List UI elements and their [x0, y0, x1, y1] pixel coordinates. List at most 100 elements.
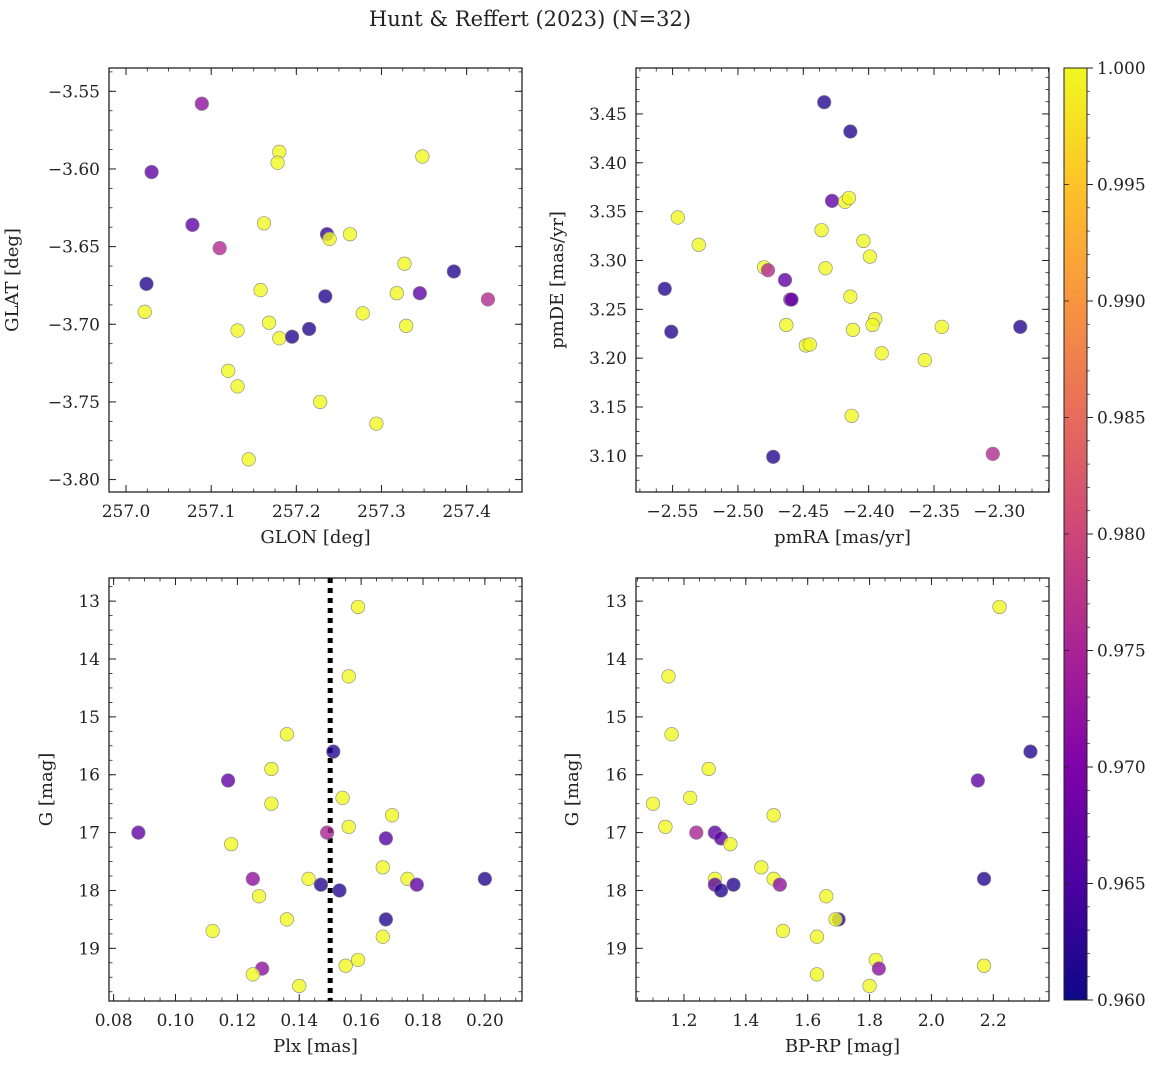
colorbar-tick-label: 0.965: [1097, 875, 1146, 895]
data-point: [389, 286, 404, 301]
y-tick-label: 16: [605, 766, 627, 786]
data-point: [713, 883, 729, 898]
data-point: [399, 318, 414, 333]
y-axis-label: pmDE [mas/yr]: [547, 211, 568, 349]
data-point: [784, 292, 799, 307]
y-tick-label: −3.80: [48, 471, 100, 491]
y-tick-label: 3.40: [589, 154, 627, 174]
data-point: [221, 363, 236, 378]
data-point: [144, 164, 159, 180]
data-point: [802, 337, 817, 352]
y-tick-label: 3.15: [589, 398, 627, 418]
data-point: [683, 790, 698, 805]
data-point: [350, 599, 366, 615]
data-point: [658, 819, 673, 834]
data-point: [313, 877, 329, 892]
data-point: [841, 190, 857, 206]
data-point: [139, 276, 154, 291]
x-tick-label: 1.2: [670, 1011, 697, 1031]
x-tick-label: 2.0: [918, 1011, 945, 1031]
y-tick-label: 3.45: [589, 105, 627, 125]
data-point: [657, 281, 672, 296]
x-axis-label: BP-RP [mag]: [785, 1036, 900, 1057]
colorbar-tick-label: 0.995: [1097, 176, 1146, 196]
y-tick-label: 18: [78, 881, 100, 901]
data-point: [779, 317, 794, 333]
data-point: [412, 286, 427, 301]
data-point: [378, 912, 393, 927]
data-point: [241, 452, 256, 467]
y-tick-label: 3.30: [589, 251, 627, 271]
colorbar-tick-label: 0.980: [1097, 525, 1146, 545]
x-tick-label: 1.6: [794, 1011, 821, 1031]
data-point: [477, 871, 492, 887]
data-point: [253, 282, 268, 298]
data-point: [261, 315, 277, 330]
y-tick-label: 15: [605, 708, 627, 728]
panel-glon-glat: 257.0 257.1 257.2 257.3 257.4 −3.55 −3.60 −3.65…: [2, 67, 523, 548]
panel-pmra-pmde: −2.55 −2.50 −2.45 −2.40 −2.35 −2.30 3.10 3.15 3.…: [547, 67, 1050, 548]
data-point: [320, 825, 335, 840]
x-tick-label: 257.1: [187, 502, 236, 522]
axes-frame: [108, 67, 523, 493]
colorbar-tick-label: 0.960: [1097, 991, 1146, 1011]
data-point: [766, 449, 781, 464]
data-point: [844, 408, 859, 423]
data-point: [871, 961, 886, 976]
data-point: [341, 819, 356, 834]
colorbar-ticks: 0.960 0.965 0.970 0.975 0.980 0.985 0.990 0.995…: [1064, 59, 1146, 1011]
data-point: [264, 761, 279, 777]
y-tick-label: 16: [78, 766, 100, 786]
data-point: [862, 978, 877, 994]
x-axis-label: GLON [deg]: [260, 527, 370, 548]
data-point: [874, 346, 889, 361]
y-tick-label: −3.65: [48, 238, 100, 258]
data-point: [726, 877, 741, 892]
data-point: [230, 323, 245, 338]
data-point: [350, 952, 366, 968]
panel-plx-g: 0.08 0.10 0.12 0.14 0.16 0.18 0.20 13 14 15 16 17 18…: [36, 577, 523, 1057]
data-point: [322, 231, 337, 246]
data-point: [245, 967, 260, 982]
y-tick-label: 3.35: [589, 203, 627, 223]
x-tick-label: 257.3: [357, 502, 406, 522]
y-tick-label: 13: [78, 592, 100, 612]
x-tick-label: −2.55: [647, 502, 699, 522]
data-point: [976, 871, 992, 887]
data-point: [313, 394, 328, 410]
colorbar-tick-label: 0.990: [1097, 292, 1146, 312]
data-point: [137, 304, 152, 319]
data-point: [917, 353, 932, 368]
y-axis-label: G [mag]: [36, 753, 57, 826]
data-point: [338, 958, 353, 973]
data-point: [272, 331, 287, 346]
data-point: [342, 227, 358, 242]
axes-frame: [108, 577, 523, 1002]
data-point: [992, 599, 1007, 615]
x-tick-label: 0.20: [466, 1011, 504, 1031]
x-tick-label: 1.8: [856, 1011, 883, 1031]
data-point: [670, 210, 685, 225]
colorbar-tick-label: 0.970: [1097, 758, 1146, 778]
data-point: [664, 727, 679, 742]
y-tick-label: 15: [78, 708, 100, 728]
data-point: [341, 669, 356, 684]
x-tick-label: 0.14: [280, 1011, 318, 1031]
data-point: [766, 808, 781, 823]
colorbar-tick-label: 0.975: [1097, 642, 1146, 662]
x-tick-label: 0.10: [157, 1011, 195, 1031]
data-point: [378, 831, 393, 846]
x-tick-label: −2.45: [777, 502, 829, 522]
data-point: [251, 889, 267, 904]
data-point: [279, 727, 294, 742]
y-tick-label: 19: [78, 939, 100, 959]
data-point: [292, 978, 307, 994]
data-point: [934, 319, 949, 334]
y-tick-label: 17: [78, 824, 100, 844]
data-point: [194, 96, 209, 111]
y-tick-label: 13: [605, 592, 627, 612]
data-point: [326, 744, 341, 759]
data-point: [661, 669, 676, 684]
data-point: [865, 317, 880, 333]
